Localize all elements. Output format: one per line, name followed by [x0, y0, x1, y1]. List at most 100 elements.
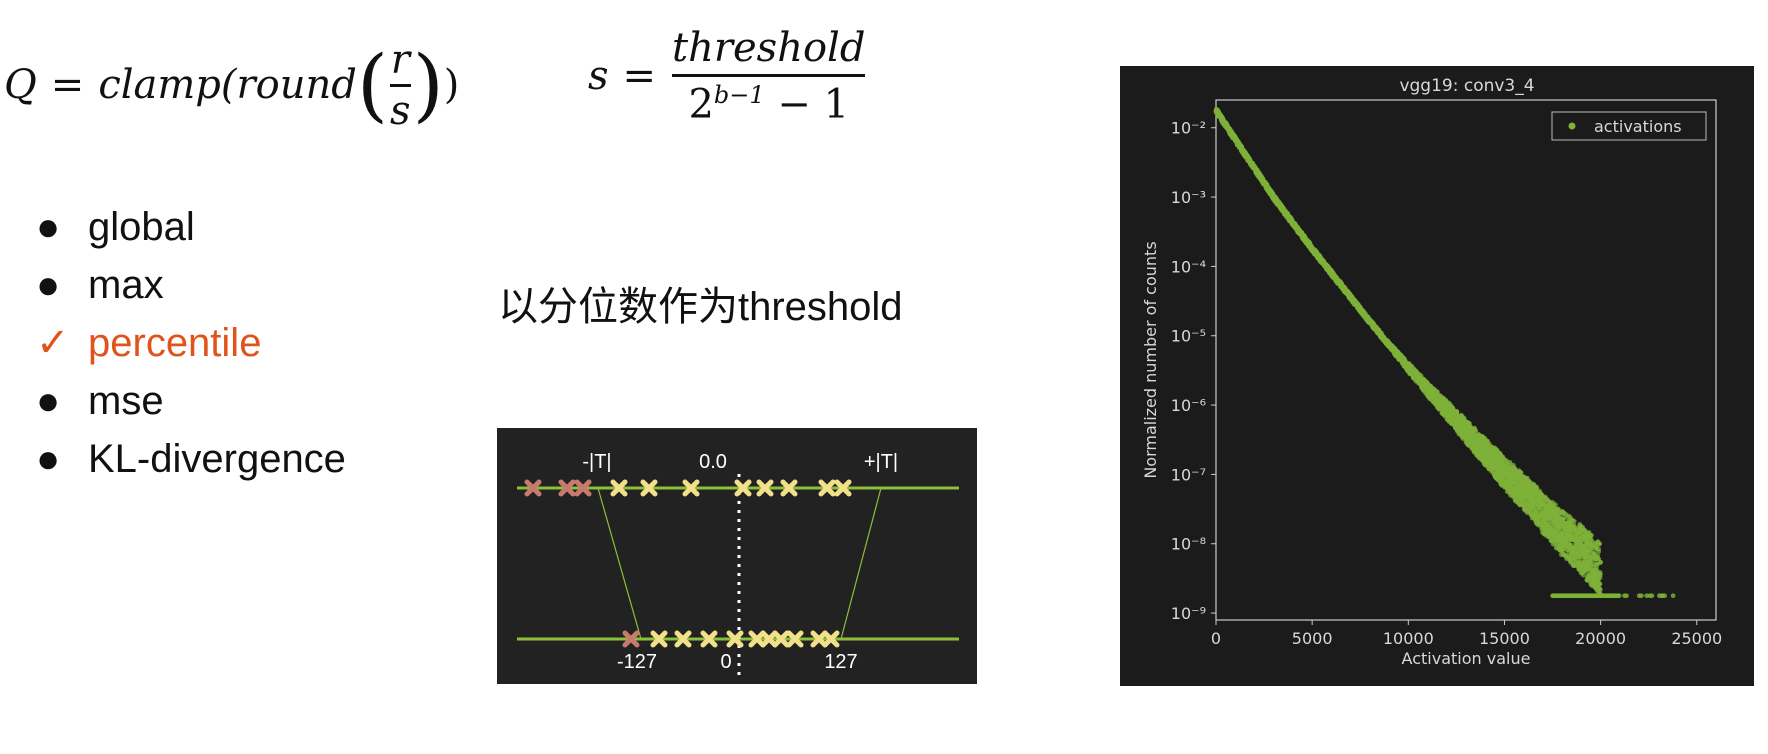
x-tick-label: 15000: [1479, 629, 1530, 648]
x-tick-label: 0: [1211, 629, 1221, 648]
threshold-mapping-diagram: -|T| 0.0 +|T| -127 0 127: [497, 428, 977, 684]
checkmark-icon: ✓: [36, 321, 70, 365]
diagram-label-neg-127: -127: [617, 651, 657, 673]
method-label: mse: [88, 379, 164, 423]
x-marker-icon: [574, 479, 592, 497]
formula-q-equals: =: [50, 62, 85, 108]
formula-q-denominator: s: [390, 87, 411, 134]
formula-q-func: clamp(round: [98, 62, 357, 108]
bullet-icon: ●: [36, 263, 61, 307]
x-marker-icon: [610, 479, 628, 497]
chart-title: vgg19: conv3_4: [1399, 76, 1534, 96]
x-marker-icon: [622, 630, 640, 648]
data-point: [1507, 460, 1513, 465]
formula-q-numerator: r: [390, 36, 410, 83]
formula-q-fraction-bar: [390, 83, 411, 87]
formula-q-close: ): [443, 62, 460, 108]
method-label: global: [88, 205, 195, 249]
formula-s-fraction: threshold 2b−1 − 1: [672, 25, 866, 128]
method-item-global: ● global: [36, 198, 346, 256]
y-tick-label: 10⁻⁷: [1171, 465, 1206, 484]
data-point: [1473, 429, 1479, 434]
mapping-line-pos: [840, 487, 882, 640]
bullet-icon: ●: [36, 205, 61, 249]
formula-s-numerator: threshold: [672, 25, 866, 71]
data-point: [1638, 593, 1644, 599]
y-tick-label: 10⁻⁵: [1171, 327, 1206, 346]
data-point: [1597, 570, 1603, 575]
data-point: [1597, 581, 1603, 587]
diagram-label-neg-t: -|T|: [582, 451, 611, 473]
data-point: [1597, 587, 1603, 593]
diagram-label-pos-127: 127: [824, 651, 857, 673]
method-item-max: ● max: [36, 256, 346, 314]
x-marker-icon: [682, 479, 700, 497]
x-marker-icon: [650, 630, 668, 648]
bullet-icon: ●: [36, 437, 61, 481]
data-point: [1649, 593, 1655, 599]
y-axis-label: Normalized number of counts: [1141, 241, 1160, 478]
x-marker-icon: [558, 479, 576, 497]
x-marker-icon: [748, 630, 766, 648]
data-point: [1596, 549, 1602, 554]
caption-text: 以分位数作为threshold: [498, 285, 903, 329]
diagram-label-pos-t: +|T|: [864, 451, 898, 473]
data-point: [1616, 593, 1622, 599]
y-tick-label: 10⁻²: [1171, 119, 1206, 138]
formula-s-den-base: 2: [688, 81, 714, 128]
y-tick-label: 10⁻³: [1171, 188, 1206, 207]
x-tick-label: 5000: [1292, 629, 1333, 648]
legend-box: [1551, 111, 1707, 141]
x-marker-icon: [700, 630, 718, 648]
bullet-icon: ●: [36, 379, 61, 423]
x-marker-icon: [834, 479, 852, 497]
scale-formula: s = threshold 2b−1 − 1: [588, 28, 867, 124]
method-label: max: [88, 263, 164, 307]
formula-q-open-paren: (: [356, 38, 389, 131]
data-point: [1670, 593, 1676, 599]
y-tick-label: 10⁻⁹: [1171, 604, 1206, 623]
method-item-percentile: ✓ percentile: [36, 314, 346, 372]
data-point: [1598, 559, 1603, 565]
float-value-markers: [524, 479, 852, 497]
x-marker-icon: [756, 479, 774, 497]
method-item-mse: ● mse: [36, 372, 346, 430]
y-tick-label: 10⁻⁸: [1171, 535, 1206, 554]
x-tick-label: 20000: [1575, 629, 1626, 648]
x-marker-icon: [760, 630, 778, 648]
diagram-label-zero-int: 0: [720, 651, 731, 673]
y-axis-ticks: 10⁻² 10⁻³ 10⁻⁴ 10⁻⁵ 10⁻⁶ 10⁻⁷ 10⁻⁸ 10⁻⁹: [1171, 119, 1216, 623]
data-point: [1624, 593, 1629, 599]
x-marker-icon: [674, 630, 692, 648]
x-tick-label: 10000: [1383, 629, 1434, 648]
x-marker-icon: [524, 479, 542, 497]
formula-q-close-paren: ): [412, 38, 444, 131]
diagram-label-zero-float: 0.0: [699, 451, 727, 473]
data-point: [1454, 409, 1460, 414]
x-marker-icon: [818, 479, 836, 497]
method-label: percentile: [88, 321, 262, 365]
formula-s-den-exp: b−1: [713, 81, 765, 109]
x-marker-icon: [726, 630, 744, 648]
formula-s-den-rest: − 1: [777, 81, 850, 128]
x-marker-icon: [810, 630, 828, 648]
formula-s-equals: =: [622, 53, 657, 100]
data-point: [1580, 572, 1586, 578]
y-tick-label: 10⁻⁶: [1171, 396, 1206, 415]
calibration-methods-list: ● global ● max ✓ percentile ● mse ● KL-diverg…: [36, 198, 346, 488]
formula-q-lhs: Q: [4, 62, 37, 108]
x-axis-ticks: 0 5000 10000 15000 20000 25000: [1211, 620, 1722, 648]
formula-s-fraction-bar: [672, 74, 866, 77]
data-point: [1552, 502, 1558, 508]
legend-label: activations: [1594, 117, 1682, 136]
y-tick-label: 10⁻⁴: [1171, 257, 1206, 276]
method-label: KL-divergence: [88, 437, 346, 481]
chart-legend: activations: [1551, 111, 1707, 141]
activation-histogram-chart: vgg19: conv3_4 10⁻²10⁻³10⁻⁴10⁻⁵10⁻⁶10⁻⁷1…: [1120, 66, 1754, 686]
chart-plot-frame: [1215, 99, 1717, 621]
x-tick-label: 25000: [1671, 629, 1722, 648]
data-point: [1518, 470, 1524, 475]
data-point: [1589, 532, 1594, 538]
data-point: [1571, 519, 1577, 524]
x-marker-icon: [772, 630, 790, 648]
